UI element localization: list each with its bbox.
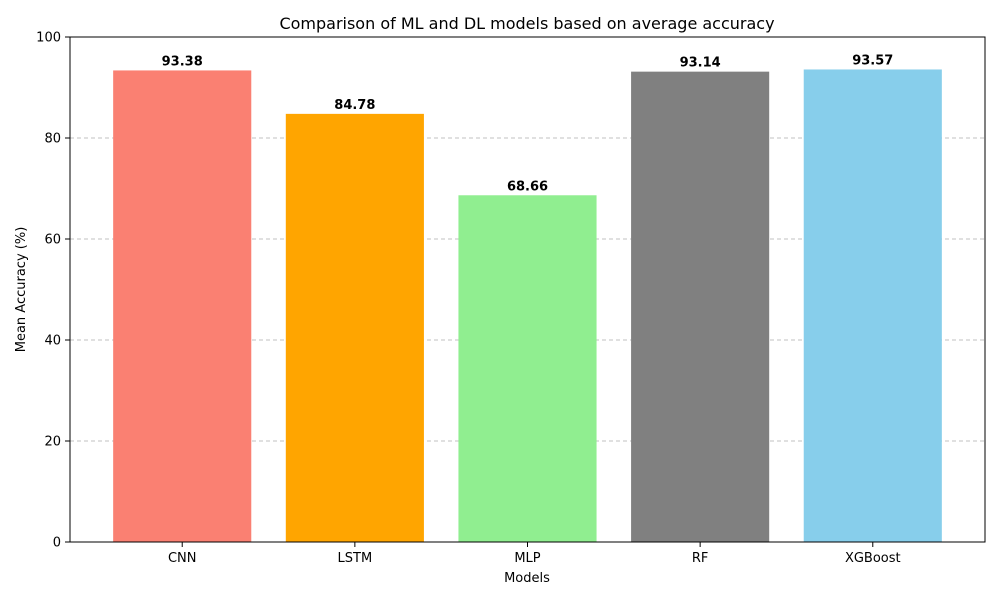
x-tick-label: MLP [514,551,540,566]
y-axis-label: Mean Accuracy (%) [14,227,29,353]
y-tick-label: 20 [44,435,61,450]
bar-xgboost [803,69,942,542]
x-axis-label: Models [504,571,550,586]
bar-layer [113,69,942,543]
bar-value-label: 84.78 [334,98,375,113]
bar-mlp [458,195,597,542]
tick-layer: 0 20 40 60 80 100 CNN LSTM MLP RF XGBoost [36,31,900,567]
bar-cnn [113,70,252,542]
y-tick-label: 60 [44,233,61,248]
x-tick-label: CNN [168,551,197,566]
y-tick-label: 100 [36,31,61,46]
y-tick-label: 40 [44,334,61,349]
x-tick-label: RF [692,551,709,566]
x-tick-label: LSTM [338,551,373,566]
bar-value-label: 93.14 [680,56,721,71]
bar-value-label: 68.66 [507,179,548,194]
x-tick-label: XGBoost [845,551,901,566]
chart-title: Comparison of ML and DL models based on … [279,14,774,33]
bar-value-label: 93.57 [852,53,893,68]
data-label-layer: 93.38 84.78 68.66 93.14 93.57 [162,53,894,194]
bar-lstm [285,113,424,543]
bar-value-label: 93.38 [162,54,203,69]
bar-rf [631,71,770,542]
y-tick-label: 0 [53,536,61,551]
y-tick-label: 80 [44,132,61,147]
